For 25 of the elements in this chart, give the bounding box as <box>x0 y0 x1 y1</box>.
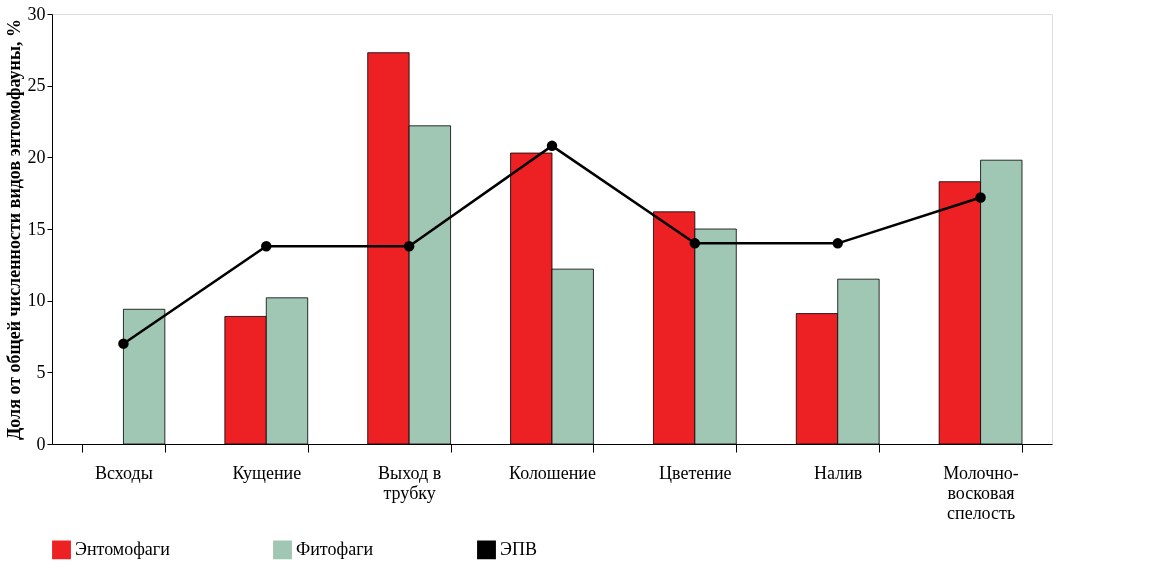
y-axis-title: Доля от общей численности видов энтомофауны, % <box>3 18 24 441</box>
y-tick-label: 30 <box>27 3 46 24</box>
x-tick-label: Молочно-восковая спелость <box>943 462 1019 523</box>
x-tick-label: Налив <box>814 462 863 483</box>
x-tick-label: Цветение <box>659 462 732 483</box>
point <box>261 240 272 252</box>
point <box>403 240 415 252</box>
point <box>689 238 701 249</box>
y-tick-label: 5 <box>36 361 46 382</box>
y-tick-label: 25 <box>27 75 46 96</box>
y-tick-label: 15 <box>27 218 46 239</box>
x-tick-label: Выход в трубку <box>378 462 442 503</box>
point <box>118 338 129 349</box>
y-tick-label: 0 <box>36 433 46 454</box>
x-tick-label: Всходы <box>95 462 153 483</box>
y-tick-label: 10 <box>27 290 46 311</box>
legend-label: Энтомофаги <box>75 538 171 559</box>
point <box>975 192 986 203</box>
x-tick-label: Кущение <box>232 462 302 483</box>
legend-label: ЭПВ <box>500 538 537 559</box>
legend-label: Фитофаги <box>296 538 374 559</box>
y-tick-label: 20 <box>27 146 46 167</box>
point <box>546 140 558 152</box>
x-tick-label: Колошение <box>509 462 596 483</box>
point <box>832 238 843 249</box>
